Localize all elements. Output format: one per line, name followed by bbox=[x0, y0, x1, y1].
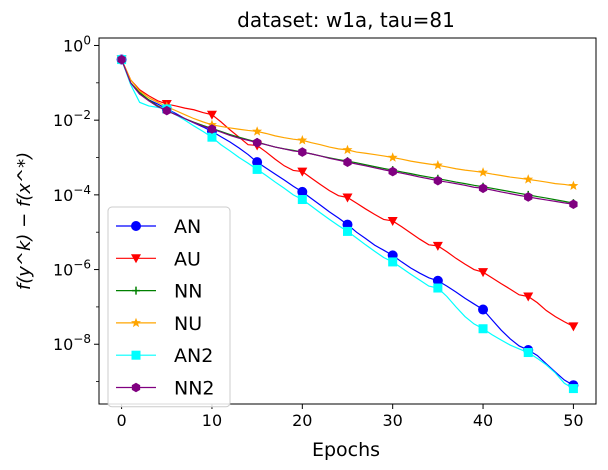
data-point-au bbox=[432, 241, 443, 251]
x-tick-label: 10 bbox=[202, 411, 222, 430]
x-tick-label: 50 bbox=[563, 411, 583, 430]
legend-label-nn: NN bbox=[174, 281, 202, 303]
y-tick-label: 10−6 bbox=[53, 258, 91, 280]
data-point-nu bbox=[297, 135, 308, 145]
y-tick-label: 10−8 bbox=[53, 332, 91, 354]
data-point-an2 bbox=[523, 348, 533, 358]
y-axis-label: f(y^k) − f(x^*) bbox=[14, 152, 35, 290]
series-nn bbox=[117, 55, 578, 208]
data-point-au bbox=[297, 167, 308, 177]
data-point-an2 bbox=[478, 324, 488, 334]
x-tick-label: 0 bbox=[116, 411, 126, 430]
data-point-nu bbox=[387, 152, 398, 162]
legend: AN AU NN NU AN2 NN2 bbox=[107, 206, 231, 408]
chart-title: dataset: w1a, tau=81 bbox=[237, 8, 455, 32]
series-group bbox=[116, 54, 579, 394]
legend-marker-an bbox=[131, 221, 141, 231]
legend-marker-nu bbox=[131, 317, 141, 328]
legend-item-nn: NN bbox=[116, 281, 202, 303]
x-tick-label: 40 bbox=[473, 411, 493, 430]
x-tick-label: 20 bbox=[292, 411, 312, 430]
axes-group: 0 10 20 30 40 50 100 10−2 10−4 10−6 10−8 bbox=[53, 33, 597, 430]
legend-marker-nn bbox=[132, 286, 140, 295]
legend-item-an: AN bbox=[116, 216, 201, 238]
data-point-nu bbox=[523, 174, 534, 184]
data-point-nn2 bbox=[162, 105, 171, 116]
legend-label-an2: AN2 bbox=[174, 345, 213, 367]
legend-marker-an2 bbox=[131, 350, 141, 360]
data-point-nn2 bbox=[343, 157, 352, 167]
plot-frame bbox=[98, 37, 597, 405]
data-point-an2 bbox=[252, 164, 262, 174]
legend-label-an: AN bbox=[174, 216, 201, 238]
data-point-nn2 bbox=[298, 147, 307, 157]
legend-item-nu: NU bbox=[116, 313, 202, 335]
data-point-an2 bbox=[433, 283, 443, 293]
data-point-au bbox=[206, 110, 217, 120]
data-point-nn2 bbox=[252, 137, 262, 148]
data-point-nn2 bbox=[569, 199, 578, 210]
data-point-au bbox=[523, 292, 534, 302]
series-nn2 bbox=[117, 54, 578, 210]
data-point-nn2 bbox=[117, 54, 126, 65]
data-point-au bbox=[387, 216, 398, 226]
data-point-nu bbox=[432, 160, 443, 170]
legend-label-au: AU bbox=[174, 248, 201, 270]
series-line-nn2 bbox=[121, 59, 574, 205]
series-nu bbox=[116, 54, 579, 190]
data-point-an bbox=[478, 304, 489, 315]
data-point-au bbox=[342, 193, 353, 203]
data-point-an2 bbox=[568, 384, 578, 394]
data-point-nu bbox=[252, 126, 263, 136]
data-point-nn2 bbox=[478, 183, 488, 194]
data-point-nn2 bbox=[388, 166, 397, 177]
data-point-an2 bbox=[297, 195, 307, 205]
data-point-an2 bbox=[343, 226, 352, 236]
data-point-au bbox=[478, 268, 489, 278]
legend-marker-nn2 bbox=[131, 382, 141, 393]
legend-label-nn2: NN2 bbox=[174, 378, 215, 400]
data-point-nn2 bbox=[433, 175, 443, 186]
data-point-nu bbox=[478, 167, 488, 177]
legend-item-au: AU bbox=[116, 248, 201, 270]
y-tick-label: 10−2 bbox=[53, 108, 91, 130]
x-tick-label: 30 bbox=[383, 411, 403, 430]
legend-marker-au bbox=[131, 254, 141, 264]
x-axis-label: Epochs bbox=[312, 439, 380, 461]
data-point-au bbox=[568, 322, 579, 332]
y-tick-label: 10−4 bbox=[53, 183, 91, 205]
y-tick-label: 100 bbox=[63, 33, 91, 55]
data-point-an2 bbox=[207, 132, 217, 142]
data-point-nn2 bbox=[524, 192, 533, 202]
data-point-nu bbox=[342, 144, 353, 155]
legend-item-nn2: NN2 bbox=[116, 378, 215, 400]
data-point-an2 bbox=[388, 257, 398, 267]
series-line-nn bbox=[121, 59, 574, 204]
legend-label-nu: NU bbox=[174, 313, 202, 335]
legend-item-an2: AN2 bbox=[116, 345, 213, 367]
data-point-nu bbox=[568, 180, 579, 190]
data-point-nn2 bbox=[207, 124, 217, 134]
